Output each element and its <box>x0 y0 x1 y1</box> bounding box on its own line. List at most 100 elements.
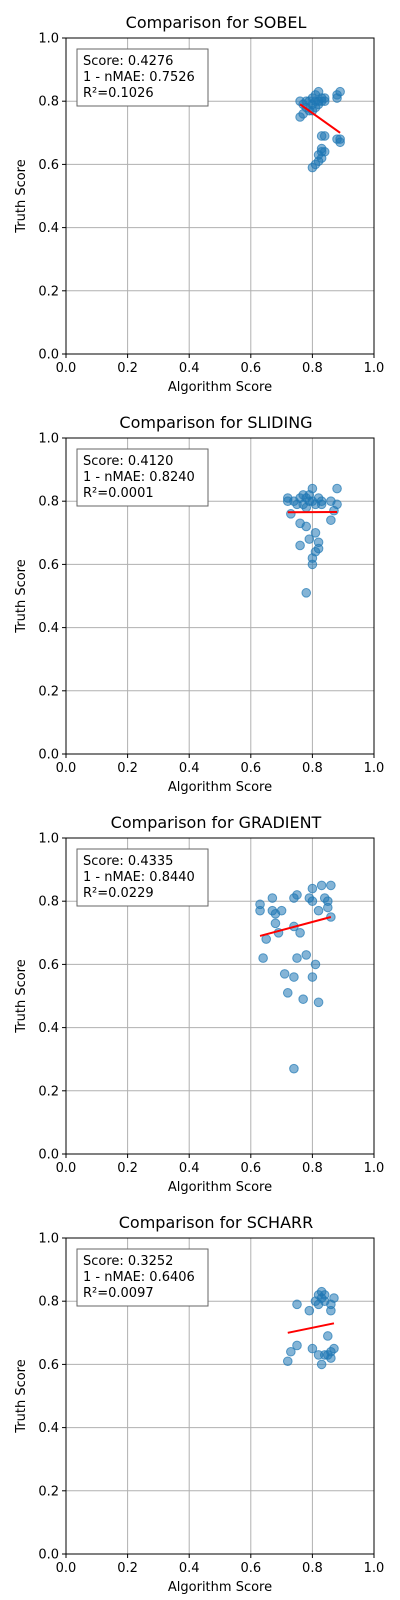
data-point <box>307 972 318 982</box>
x-tick-label: 1.0 <box>364 1561 385 1576</box>
y-tick-label: 0.6 <box>38 1358 59 1373</box>
y-tick-label: 0.8 <box>38 895 59 910</box>
data-point <box>316 1359 327 1370</box>
data-point <box>267 893 278 903</box>
chart-panel-scharr: Comparison for SCHARR 0.0 0.2 0.4 0.6 0.8 1.0… <box>0 1200 400 1600</box>
data-point <box>326 515 336 525</box>
axes-frame <box>65 837 375 1155</box>
chart-panel-sobel: Comparison for SOBEL 0.0 0.2 0.4 0.6 0.8 1.0 0… <box>0 0 400 400</box>
x-tick-label: 0.6 <box>240 761 261 776</box>
chart-panel-sliding: Comparison for SLIDING 0.0 0.2 0.4 0.6 0.8 1.… <box>0 400 400 800</box>
y-tick-label: 0.0 <box>38 1548 59 1563</box>
data-point <box>292 890 302 900</box>
x-axis-label: Algorithm Score <box>168 1180 272 1195</box>
x-tick-label: 0.2 <box>117 361 138 376</box>
y-tick-label: 0.0 <box>38 348 59 363</box>
stats-box <box>76 1248 209 1307</box>
stats-box <box>76 448 209 507</box>
y-axis-label: Truth Score <box>14 1359 29 1434</box>
data-point <box>316 499 327 510</box>
x-tick-label: 1.0 <box>364 361 385 376</box>
data-point <box>301 521 312 532</box>
data-point <box>313 905 324 916</box>
y-tick-label: 0.8 <box>38 495 59 510</box>
y-tick-label: 0.2 <box>38 684 59 699</box>
data-point <box>292 953 302 963</box>
y-tick-label: 0.4 <box>38 1421 59 1436</box>
data-point <box>289 1063 299 1074</box>
x-tick-label: 0.8 <box>302 361 323 376</box>
data-point <box>307 162 318 173</box>
x-tick-label: 0.4 <box>179 761 200 776</box>
data-point <box>255 905 265 916</box>
data-point <box>292 1299 302 1310</box>
x-axis-label: Algorithm Score <box>168 1580 272 1595</box>
x-tick-label: 0.4 <box>179 1161 200 1176</box>
stats-line: Score: 0.4120 <box>83 454 173 469</box>
data-point <box>282 988 293 998</box>
stats-line: 1 - nMAE: 0.8440 <box>83 870 195 885</box>
data-point <box>286 509 296 519</box>
fit-line <box>287 1322 335 1334</box>
data-point <box>307 559 318 570</box>
x-tick-label: 0.8 <box>302 761 323 776</box>
chart-svg-gradient: Comparison for GRADIENT 0.0 0.2 0.4 0.6 0.8 1… <box>14 813 384 1196</box>
stats-line: R²=0.0097 <box>83 1286 154 1301</box>
stats-box <box>76 848 209 907</box>
y-tick-label: 0.6 <box>38 158 59 173</box>
axes-frame <box>65 37 375 355</box>
stats-line: R²=0.0001 <box>83 486 154 501</box>
y-axis-label: Truth Score <box>14 959 29 1034</box>
y-tick-label: 0.4 <box>38 221 59 236</box>
chart-svg-sobel: Comparison for SOBEL 0.0 0.2 0.4 0.6 0.8 1.00… <box>14 13 384 396</box>
data-point <box>326 880 336 891</box>
stats-line: 1 - nMAE: 0.8240 <box>83 470 195 485</box>
data-point <box>329 1343 339 1354</box>
data-point <box>307 883 318 894</box>
chart-svg-scharr: Comparison for SCHARR 0.0 0.2 0.4 0.6 0.8 1.0… <box>14 1213 385 1595</box>
data-point <box>307 1343 318 1354</box>
data-point <box>323 1331 333 1341</box>
y-tick-label: 0.4 <box>38 1021 59 1036</box>
stats-line: 1 - nMAE: 0.7526 <box>83 70 195 85</box>
data-point <box>292 1340 302 1351</box>
data-point <box>282 1356 293 1367</box>
x-axis-label: Algorithm Score <box>168 380 272 395</box>
plot-area: 0.0 0.2 0.4 0.6 0.8 1.0 0.0 0.2 0.4 0.6 0.8 1.0 Algo… <box>14 432 384 796</box>
y-tick-label: 0.2 <box>38 284 59 299</box>
y-tick-label: 0.2 <box>38 1484 59 1499</box>
x-tick-label: 0.6 <box>240 1161 261 1176</box>
y-axis-label: Truth Score <box>14 559 29 634</box>
x-tick-label: 0.8 <box>302 1161 323 1176</box>
data-point <box>289 972 299 982</box>
data-point <box>323 902 333 913</box>
data-point <box>279 969 290 979</box>
data-point <box>329 1293 339 1303</box>
x-tick-label: 0.6 <box>240 1561 261 1576</box>
y-tick-label: 0.4 <box>38 621 59 636</box>
x-tick-label: 0.4 <box>179 1561 200 1576</box>
data-point <box>307 896 318 906</box>
data-point <box>304 1305 315 1316</box>
stats-line: Score: 0.3252 <box>83 1254 173 1269</box>
x-tick-label: 0.0 <box>56 361 77 376</box>
y-axis-label: Truth Score <box>14 159 29 234</box>
data-point <box>310 528 321 538</box>
y-tick-label: 1.0 <box>38 1232 59 1247</box>
x-tick-label: 0.2 <box>117 761 138 776</box>
plot-area: 0.0 0.2 0.4 0.6 0.8 1.0 0.0 0.2 0.4 0.6 0.8 1.0 Algo… <box>14 832 384 1196</box>
x-tick-label: 1.0 <box>364 1161 385 1176</box>
x-tick-label: 0.2 <box>117 1161 138 1176</box>
data-point <box>270 918 281 929</box>
data-point <box>335 86 345 97</box>
plot-area: 0.0 0.2 0.4 0.6 0.8 1.0 0.0 0.2 0.4 0.6 0.8 1.0 Algo… <box>14 32 384 396</box>
x-axis-label: Algorithm Score <box>168 780 272 795</box>
data-point <box>319 131 330 141</box>
fit-line <box>259 916 332 937</box>
data-point <box>332 499 342 510</box>
axes-frame <box>65 437 375 755</box>
y-tick-label: 1.0 <box>38 832 59 847</box>
y-tick-label: 0.8 <box>38 1295 59 1310</box>
data-point <box>304 534 315 544</box>
y-tick-label: 0.6 <box>38 958 59 973</box>
